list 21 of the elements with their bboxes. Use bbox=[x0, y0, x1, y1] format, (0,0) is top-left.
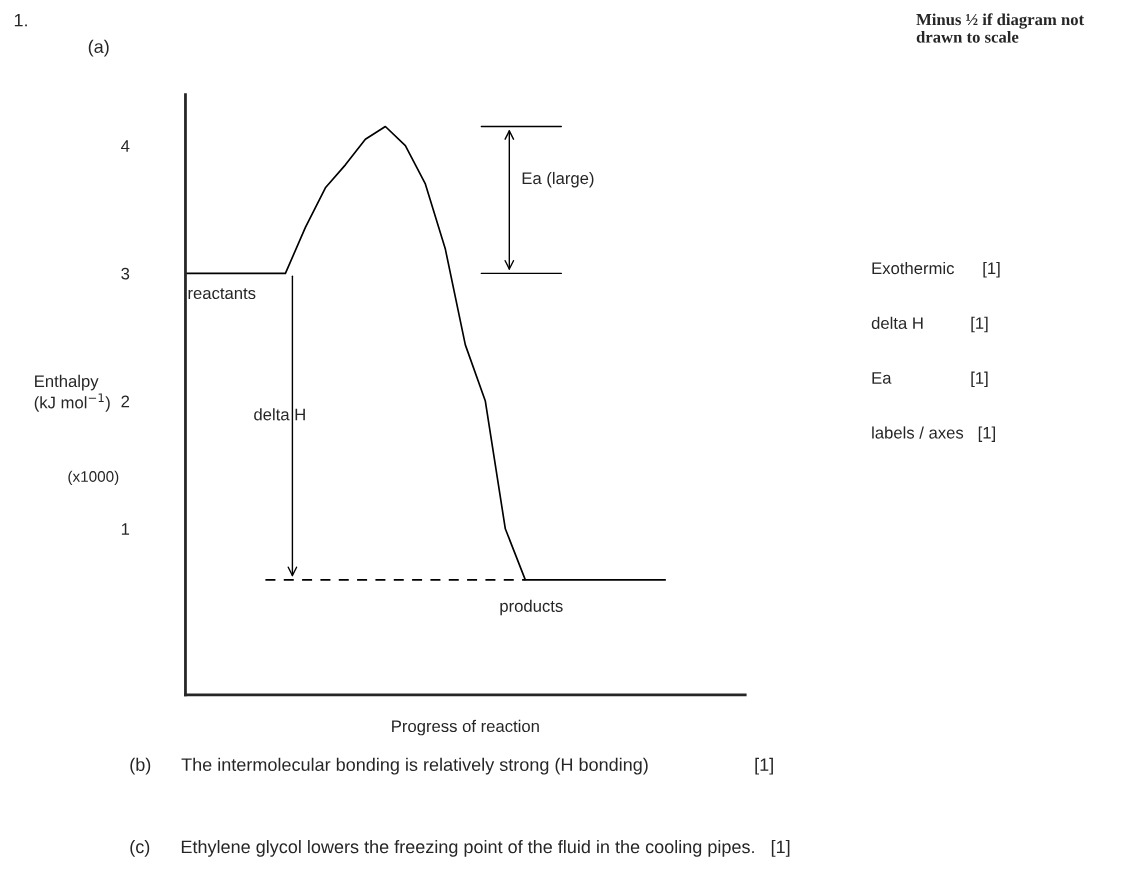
x-axis-title: Progress of reaction bbox=[392, 719, 539, 736]
text: (c) Ethylene glycol lowers the freezing point of the fluid in the cooling pipes. [1] bbox=[130, 839, 790, 857]
y-axis-title: Enthalpy (kJ mol$^{−1}$) bbox=[34, 374, 110, 412]
annotation: reactants bbox=[188, 288, 256, 300]
y-tick-label: 3 bbox=[121, 267, 130, 280]
text: labels / axes [1] bbox=[872, 426, 995, 442]
y-tick-label: 2 bbox=[121, 395, 130, 408]
annotation: Ea (large) bbox=[522, 171, 594, 188]
annotation: products bbox=[500, 599, 563, 616]
text: Exothermic [1] bbox=[872, 261, 1000, 278]
text: Minus ½ if diagram not drawn to scale bbox=[916, 13, 1085, 43]
text: (x1000) bbox=[68, 470, 119, 485]
text: Ea [1] bbox=[872, 371, 988, 388]
line-series bbox=[185, 125, 667, 581]
chart-subtitle: (a) bbox=[88, 39, 109, 57]
text: 1. bbox=[14, 13, 27, 27]
y-tick-label: 4 bbox=[121, 140, 130, 152]
annotation: delta H bbox=[254, 408, 305, 421]
text: (b) The intermolecular bonding is relatively strong (H bonding) [1] bbox=[130, 757, 773, 775]
text: delta H [1] bbox=[871, 316, 988, 333]
y-tick-label: 1 bbox=[121, 523, 130, 535]
